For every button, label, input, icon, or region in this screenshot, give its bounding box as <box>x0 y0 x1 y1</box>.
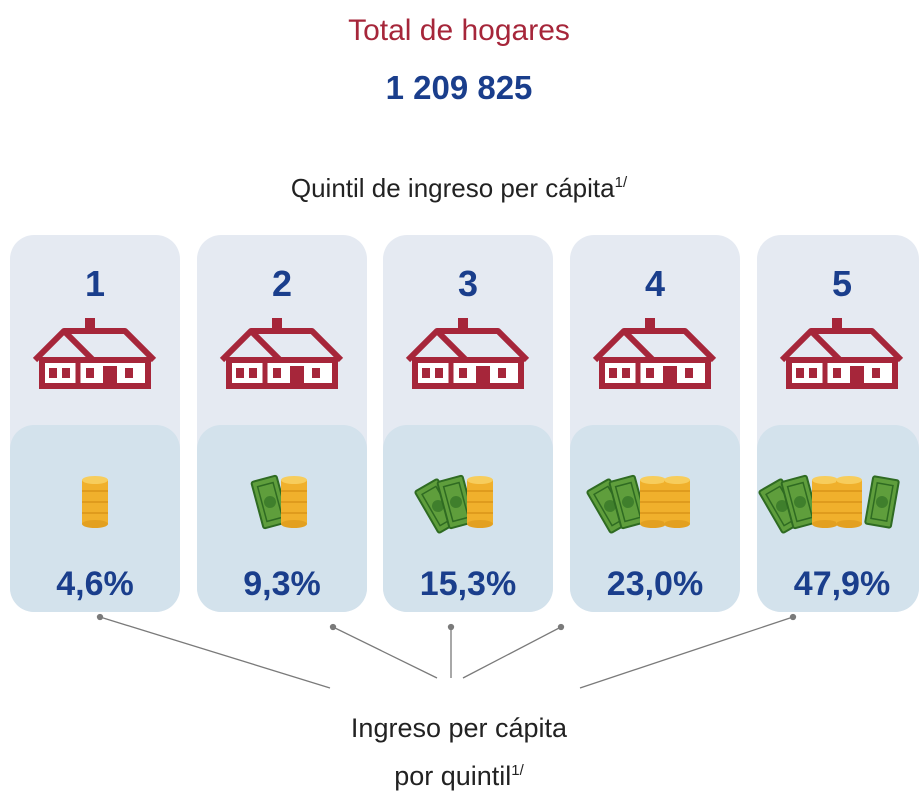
income-share: 47,9% <box>794 565 890 603</box>
quintile-card: 5 47,9% <box>757 235 919 612</box>
coins-icon <box>467 476 493 528</box>
coins-icon <box>812 476 838 528</box>
quintile-label: 4 <box>645 263 665 304</box>
subtitle: Quintil de ingreso per cápita1/ <box>291 173 628 203</box>
footer-line2: por quintil1/ <box>394 761 524 791</box>
coins-icon <box>281 476 307 528</box>
quintile-label: 2 <box>272 263 292 304</box>
footer-text: por quintil <box>394 761 511 791</box>
page: {"header":{"title":"Total de hogares","t… <box>0 0 919 793</box>
footer-line1: Ingreso per cápita <box>351 713 568 743</box>
income-share: 15,3% <box>420 565 516 603</box>
infographic: Total de hogares 1 209 825 Quintil de in… <box>0 0 919 793</box>
quintile-label: 5 <box>832 263 852 304</box>
total: 1 209 825 <box>386 69 533 106</box>
quintile-card: 2 9,3% <box>197 235 367 612</box>
income-share: 9,3% <box>243 565 321 603</box>
quintile-label: 1 <box>85 263 105 304</box>
footer-note: 1/ <box>511 762 524 779</box>
quintile-card: 3 15,3% <box>383 235 553 612</box>
title: Total de hogares <box>348 14 570 47</box>
coins-icon <box>640 476 666 528</box>
income-share: 23,0% <box>607 565 703 603</box>
subtitle-text: Quintil de ingreso per cápita <box>291 173 615 203</box>
income-share: 4,6% <box>56 565 134 603</box>
connectors <box>98 615 796 689</box>
coins-icon <box>82 476 108 528</box>
subtitle-note: 1/ <box>615 174 628 191</box>
quintile-label: 3 <box>458 263 478 304</box>
quintile-card: 1 4,6% <box>10 235 180 612</box>
coins-icon <box>664 476 690 528</box>
quintile-card: 4 23,0% <box>570 235 740 612</box>
cards: 1 4,6% 2 9,3% 3 15,3% 4 23,0% 5 47,9% <box>10 235 919 612</box>
coins-icon <box>836 476 862 528</box>
